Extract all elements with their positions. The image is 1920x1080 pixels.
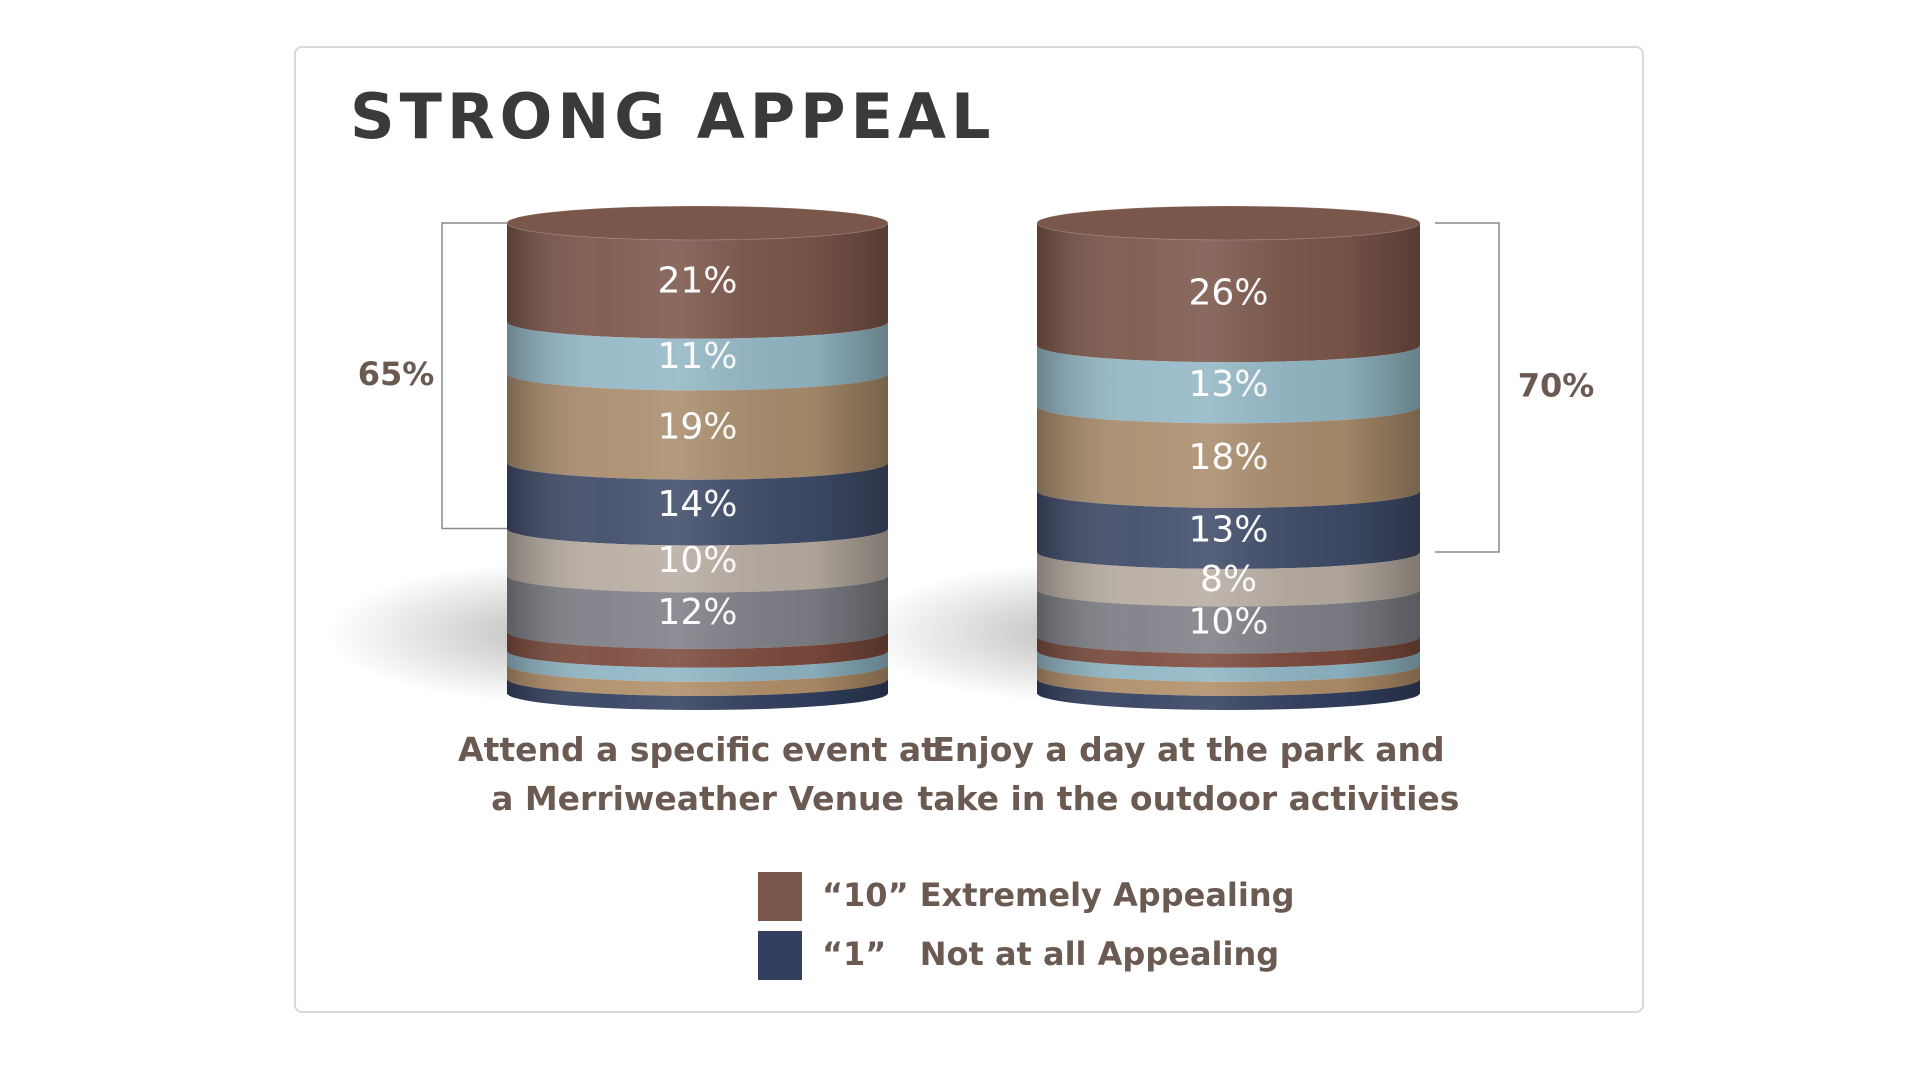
value-label: 18% bbox=[1188, 437, 1268, 478]
value-label: 21% bbox=[657, 261, 737, 302]
value-label: 11% bbox=[657, 336, 737, 377]
value-label: 14% bbox=[657, 484, 737, 525]
value-label: 19% bbox=[657, 406, 737, 447]
value-label: 8% bbox=[1200, 559, 1257, 600]
value-label: 10% bbox=[1188, 601, 1268, 642]
panel bbox=[294, 46, 1644, 1013]
value-label: 26% bbox=[1188, 272, 1268, 313]
cylinder-top bbox=[506, 205, 889, 241]
legend-swatch bbox=[758, 872, 802, 921]
chart-title: STRONG APPEAL bbox=[350, 80, 996, 153]
value-label: 13% bbox=[1188, 364, 1268, 405]
cylinder-top bbox=[1036, 205, 1421, 241]
category-label: Attend a specific event at a Merriweathe… bbox=[458, 730, 937, 818]
bracket bbox=[441, 222, 507, 530]
legend-swatch bbox=[758, 931, 802, 980]
legend-label: “1” Not at all Appealing bbox=[822, 935, 1279, 973]
bracket bbox=[1435, 222, 1500, 553]
value-label: 12% bbox=[657, 592, 737, 633]
bracket-label: 70% bbox=[1518, 367, 1595, 405]
bracket-label: 65% bbox=[358, 355, 435, 393]
category-label: Enjoy a day at the park and take in the … bbox=[917, 730, 1460, 818]
value-label: 10% bbox=[657, 540, 737, 581]
value-label: 13% bbox=[1188, 510, 1268, 551]
legend-label: “10” Extremely Appealing bbox=[822, 876, 1295, 914]
